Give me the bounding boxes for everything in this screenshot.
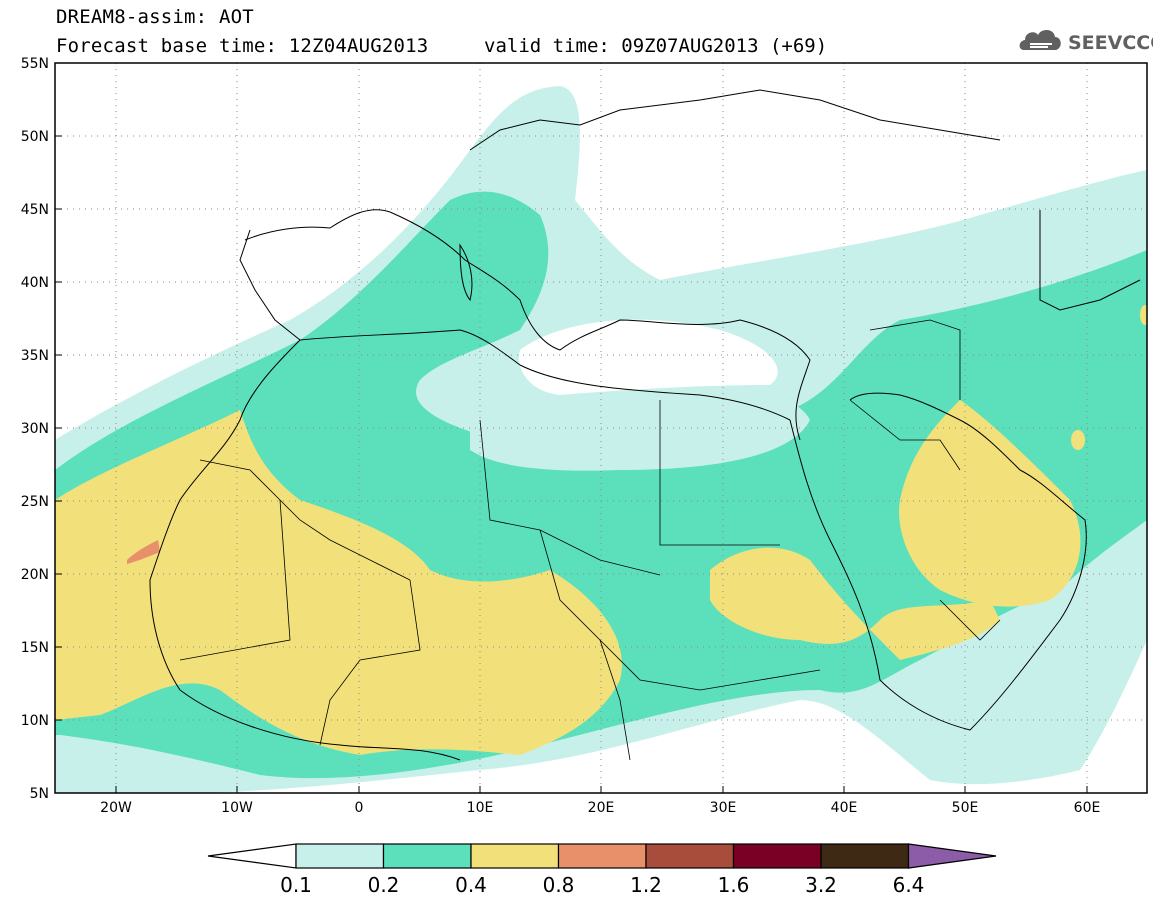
colorbar-segment xyxy=(732,843,822,869)
lat-label: 45N xyxy=(21,202,49,218)
aot-contour-0.8 xyxy=(127,540,160,564)
colorbar-label: 3.2 xyxy=(805,873,837,897)
lat-label: 15N xyxy=(21,640,49,656)
colorbar-label: 0.8 xyxy=(543,873,575,897)
lon-label: 30E xyxy=(710,800,737,816)
aot-field xyxy=(55,63,1147,793)
country-borders xyxy=(179,319,1001,761)
colorbar-labels: 0.1 0.2 0.4 0.8 1.2 1.6 3.2 6.4 xyxy=(280,873,924,897)
colorbar-segment xyxy=(557,843,647,869)
grid-lines xyxy=(55,63,1147,793)
logo-text: SEEVCCC xyxy=(1068,32,1153,54)
colorbar-segment xyxy=(295,843,385,869)
colorbar-segment xyxy=(382,843,472,869)
lon-label: 20W xyxy=(100,800,132,816)
lat-label: 20N xyxy=(21,567,49,583)
lat-label: 55N xyxy=(21,56,49,72)
colorbar-label: 1.2 xyxy=(630,873,662,897)
lat-label: 50N xyxy=(21,129,49,145)
aot-contour-0.1-libya xyxy=(470,380,810,471)
lon-label: 10W xyxy=(221,800,253,816)
cloud-icon: SEEVCCC xyxy=(1019,29,1164,54)
aot-contour-0.4-sudan xyxy=(710,547,1000,660)
lon-label: 40E xyxy=(831,800,858,816)
aot-contour-0.4-sahara xyxy=(55,410,622,755)
aot-contour-0.4-arabia xyxy=(899,400,1081,607)
lon-label: 50E xyxy=(952,800,979,816)
lat-label: 25N xyxy=(21,494,49,510)
colorbar-label: 0.2 xyxy=(368,873,400,897)
lat-label: 40N xyxy=(21,275,49,291)
valid-time: valid time: 09Z07AUG2013 (+69) xyxy=(484,35,828,57)
longitude-labels: 20W 10W 0 10E 20E 30E 40E 50E 60E xyxy=(100,800,1100,816)
aot-contour-0.4-persiangulf xyxy=(1071,430,1085,450)
colorbar-label: 1.6 xyxy=(718,873,750,897)
lon-label: 60E xyxy=(1074,800,1101,816)
lat-label: 10N xyxy=(21,713,49,729)
lat-label: 35N xyxy=(21,348,49,364)
colorbar-segment xyxy=(820,843,910,869)
aot-clear-med xyxy=(519,319,778,395)
lon-label: 0 xyxy=(355,800,364,816)
colorbar-under-arrow xyxy=(207,843,297,869)
seevccc-logo: SEEVCCC xyxy=(1018,22,1164,58)
lon-label: 10E xyxy=(467,800,494,816)
aot-contour-0.4-caspian xyxy=(1140,305,1147,325)
coastlines xyxy=(149,89,1141,761)
latitude-labels: 5N 10N 15N 20N 25N 30N 35N 40N 45N 50N 5… xyxy=(21,56,49,802)
forecast-base-time: Forecast base time: 12Z04AUG2013 xyxy=(56,35,429,57)
colorbar-segment xyxy=(645,843,735,869)
lat-label: 30N xyxy=(21,421,49,437)
colorbar-segment xyxy=(470,843,560,869)
colorbar: 0.1 0.2 0.4 0.8 1.2 1.6 3.2 6.4 xyxy=(207,843,997,897)
colorbar-label: 0.4 xyxy=(455,873,487,897)
colorbar-label: 0.1 xyxy=(280,873,312,897)
colorbar-over-arrow xyxy=(907,843,997,869)
colorbar-label: 6.4 xyxy=(893,873,925,897)
axis-ticks xyxy=(55,62,1088,794)
lon-label: 20E xyxy=(588,800,615,816)
map-title: DREAM8-assim: AOT xyxy=(56,6,254,28)
lat-label: 5N xyxy=(30,786,49,802)
